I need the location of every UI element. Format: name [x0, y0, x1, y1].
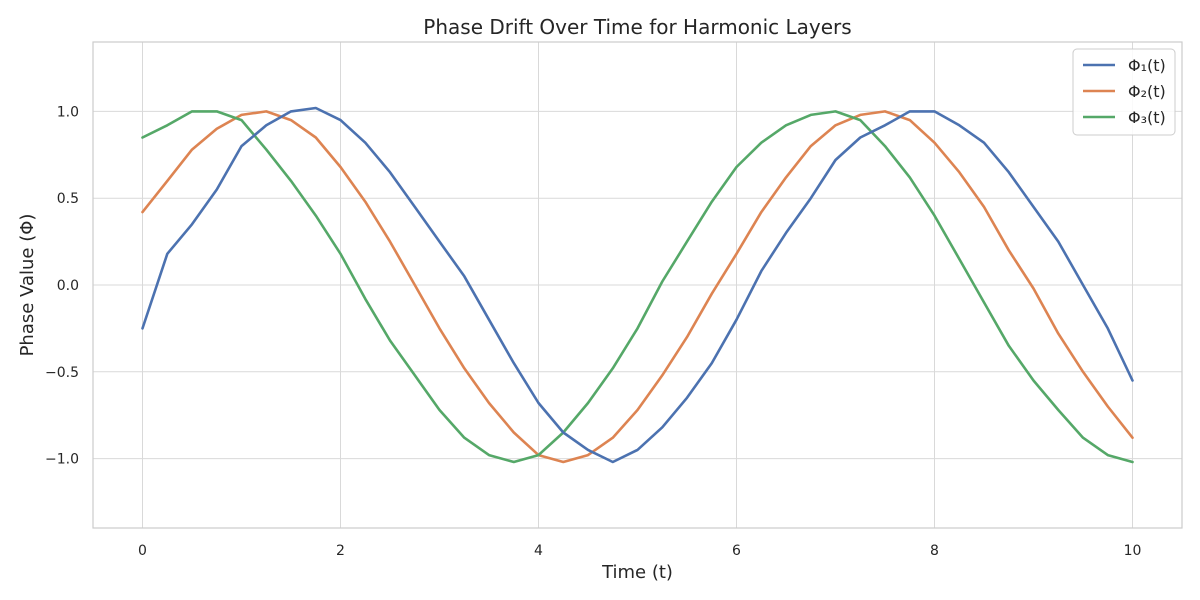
x-axis-label: Time (t): [601, 562, 673, 583]
y-tick-label: 0.0: [57, 278, 79, 294]
y-tick-label: −1.0: [45, 452, 79, 468]
x-tick-label: 2: [336, 543, 345, 559]
legend-label-phi1: Φ₁(t): [1128, 56, 1166, 75]
legend-label-phi3: Φ₃(t): [1128, 108, 1166, 127]
series-line-phi1: [141, 106, 1134, 464]
legend: Φ₁(t) Φ₂(t) Φ₃(t): [1072, 48, 1176, 136]
x-tick-label: 8: [930, 543, 939, 559]
chart-title: Phase Drift Over Time for Harmonic Layer…: [423, 15, 851, 39]
x-tick-label: 6: [732, 543, 741, 559]
series-line-phi3: [141, 110, 1134, 464]
x-tick-label: 0: [138, 543, 147, 559]
series-line-phi2: [141, 110, 1134, 464]
y-axis-label: Phase Value (Φ): [17, 214, 38, 357]
y-ticks: −1.0 −0.5 0.0 0.5 1.0: [45, 104, 79, 467]
y-tick-label: 0.5: [57, 191, 79, 207]
x-tick-label: 4: [534, 543, 543, 559]
x-ticks: 0 2 4 6 8 10: [138, 543, 1141, 559]
y-tick-label: −0.5: [45, 365, 79, 381]
legend-box: [1072, 48, 1176, 136]
plot-frame: [92, 41, 1183, 529]
y-tick-label: 1.0: [57, 104, 79, 120]
legend-label-phi2: Φ₂(t): [1128, 82, 1166, 101]
x-tick-label: 10: [1124, 543, 1142, 559]
grid: [93, 42, 1182, 528]
series-group: [141, 106, 1134, 464]
